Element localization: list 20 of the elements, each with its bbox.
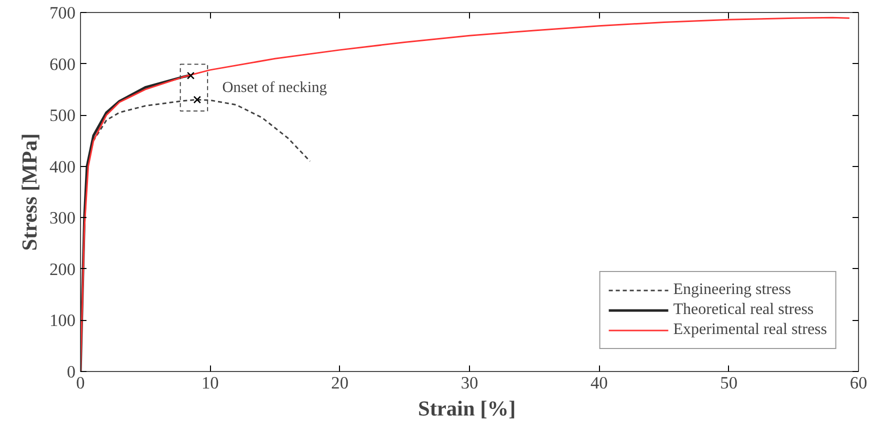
- y-tick-label: 600: [50, 54, 76, 74]
- x-tick-label: 10: [202, 374, 219, 392]
- x-tick-label: 30: [460, 374, 478, 392]
- x-tick-label: 60: [850, 374, 868, 392]
- legend-label: Engineering stress: [673, 281, 792, 299]
- y-axis-title: Stress [MPa]: [18, 133, 42, 251]
- y-tick-label: 700: [50, 4, 76, 22]
- x-tick-label: 50: [720, 374, 738, 392]
- y-tick-label: 100: [50, 311, 76, 330]
- x-tick-label: 40: [590, 374, 608, 392]
- y-tick-label: 500: [50, 106, 76, 126]
- x-axis-title: Strain [%]: [418, 396, 516, 420]
- annotation: Onset of necking: [222, 79, 328, 96]
- legend-label: Experimental real stress: [673, 321, 827, 339]
- x-tick-label: 20: [331, 374, 348, 392]
- y-tick-label: 400: [50, 157, 76, 176]
- line-series: [80, 16, 850, 372]
- legend-label: Theoretical real stress: [673, 301, 814, 319]
- y-tick-label: 300: [50, 208, 76, 228]
- y-tick-label: 200: [50, 260, 76, 279]
